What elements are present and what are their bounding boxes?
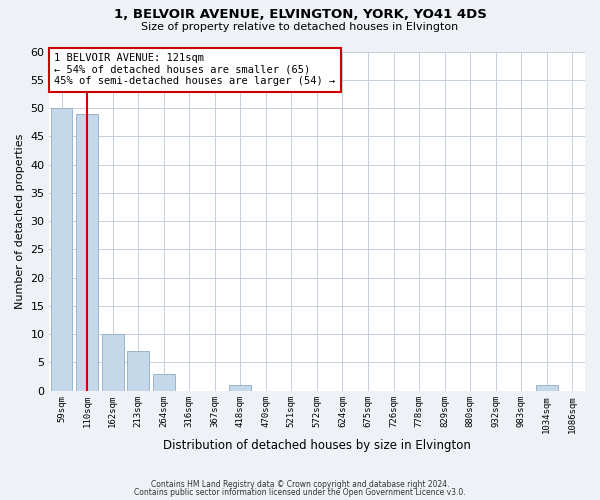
Text: Contains HM Land Registry data © Crown copyright and database right 2024.: Contains HM Land Registry data © Crown c… [151, 480, 449, 489]
Text: Contains public sector information licensed under the Open Government Licence v3: Contains public sector information licen… [134, 488, 466, 497]
Bar [102, 334, 124, 391]
X-axis label: Distribution of detached houses by size in Elvington: Distribution of detached houses by size … [163, 440, 471, 452]
Bar [127, 351, 149, 391]
Bar [536, 385, 557, 391]
Y-axis label: Number of detached properties: Number of detached properties [15, 134, 25, 309]
Bar [51, 108, 73, 391]
Text: Size of property relative to detached houses in Elvington: Size of property relative to detached ho… [142, 22, 458, 32]
Bar [76, 114, 98, 391]
Bar [153, 374, 175, 391]
Text: 1 BELVOIR AVENUE: 121sqm
← 54% of detached houses are smaller (65)
45% of semi-d: 1 BELVOIR AVENUE: 121sqm ← 54% of detach… [54, 53, 335, 86]
Bar [229, 385, 251, 391]
Text: 1, BELVOIR AVENUE, ELVINGTON, YORK, YO41 4DS: 1, BELVOIR AVENUE, ELVINGTON, YORK, YO41… [113, 8, 487, 20]
